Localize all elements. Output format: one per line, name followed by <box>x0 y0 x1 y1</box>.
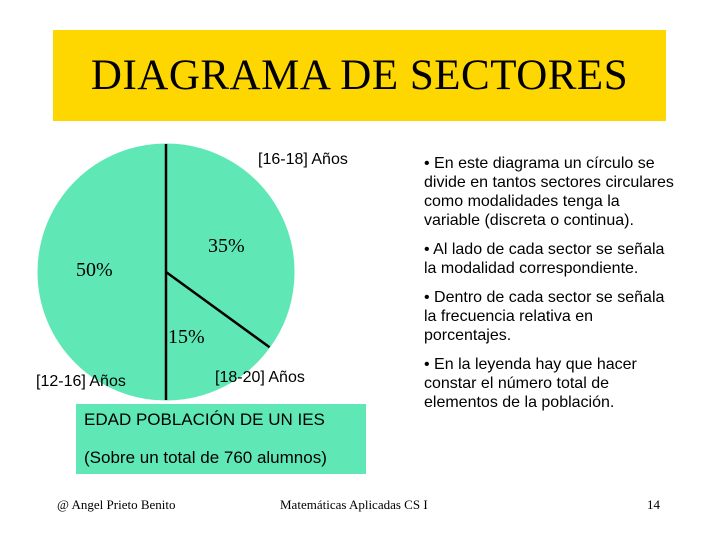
bullet-item: • En la leyenda hay que hacer constar el… <box>424 356 637 411</box>
slice-12-16 <box>37 143 167 401</box>
slice-label-18-20: [18-20] Años <box>215 369 305 386</box>
footer-author: @ Angel Prieto Benito <box>57 497 176 512</box>
slice-pct-16-18: 35% <box>208 235 245 257</box>
slice-pct-18-20: 15% <box>168 326 205 348</box>
slice-label-16-18: [16-18] Años <box>258 151 348 168</box>
title-banner: DIAGRAMA DE SECTORES <box>53 30 666 121</box>
footer-page-number: 14 <box>647 497 660 512</box>
slice-divider-line <box>165 270 271 349</box>
bullet-item: • En este diagrama un círculo se divide … <box>424 155 674 229</box>
legend-title: EDAD POBLACIÓN DE UN IES <box>84 410 325 429</box>
slice-label-12-16: [12-16] Años <box>36 373 126 390</box>
footer-course: Matemáticas Aplicadas CS I <box>280 497 428 512</box>
bullet-list: • En este diagrama un círculo se divide … <box>424 154 674 422</box>
slice-18-20 <box>165 271 271 401</box>
bullet-item: • Al lado de cada sector se señala la mo… <box>424 241 665 277</box>
slide-title: DIAGRAMA DE SECTORES <box>90 52 629 99</box>
slice-16-18 <box>165 143 295 348</box>
slice-pct-12-16: 50% <box>76 259 113 281</box>
bullet-item: • Dentro de cada sector se señala la fre… <box>424 289 665 344</box>
chart-legend: EDAD POBLACIÓN DE UN IES (Sobre un total… <box>76 404 366 474</box>
legend-subtitle: (Sobre un total de 760 alumnos) <box>84 448 327 467</box>
